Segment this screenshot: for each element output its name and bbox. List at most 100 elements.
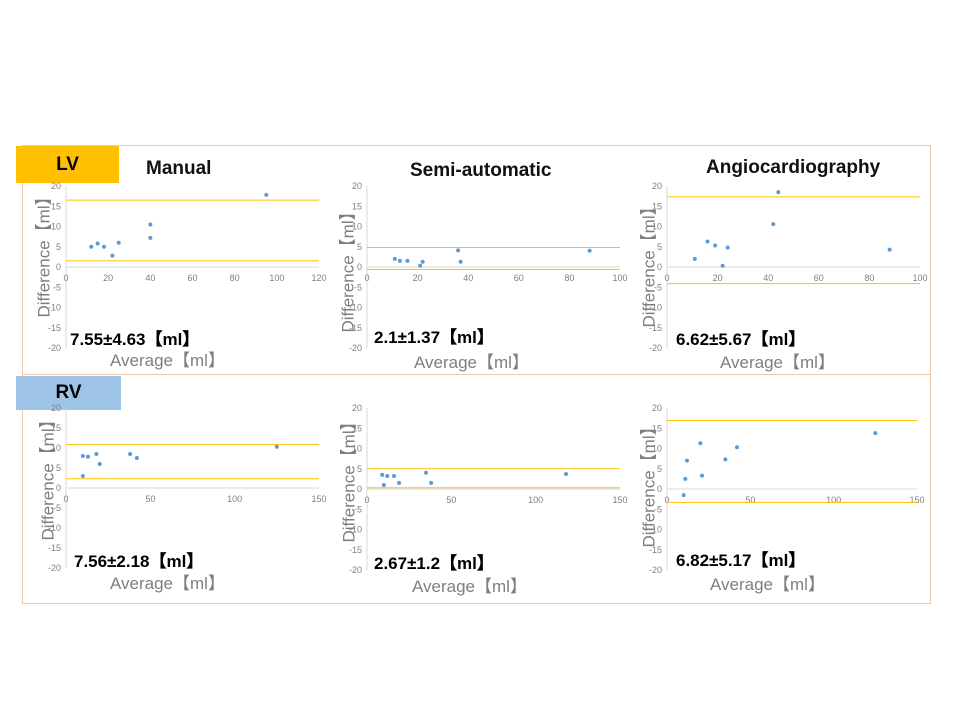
x-tick-label: 150 (612, 495, 627, 505)
x-tick-label: 20 (713, 273, 723, 283)
y-tick-label: 20 (51, 403, 61, 413)
x-tick-label: 40 (145, 273, 155, 283)
data-point (80, 474, 85, 478)
xlabel-rv-angio: Average【ml】 (710, 575, 825, 594)
y-tick-label: -5 (354, 282, 362, 292)
y-tick-label: 15 (652, 423, 662, 433)
y-tick-label: -15 (349, 323, 362, 333)
data-point (429, 480, 434, 485)
y-tick-label: -20 (649, 565, 662, 575)
data-point (700, 473, 704, 478)
y-tick-label: 10 (352, 444, 362, 454)
rv-label: RV (16, 376, 121, 410)
plot-lv-angio: -20 -15 -10 -5 0 5 10 15 20 0 20 40 60 80 100 (649, 181, 928, 353)
y-tick-label: -5 (53, 503, 61, 513)
data-point (397, 258, 402, 263)
data-point (97, 462, 102, 466)
data-point (723, 457, 728, 462)
y-tick-label: 0 (357, 262, 362, 272)
y-tick-label: -10 (48, 523, 61, 533)
data-point (381, 482, 386, 487)
y-tick-label: 15 (352, 423, 362, 433)
y-tick-label: 15 (652, 201, 662, 211)
data-point (418, 263, 423, 268)
y-tick-label: 5 (56, 242, 61, 252)
x-tick-label: 0 (364, 273, 369, 283)
data-point (385, 474, 390, 479)
data-point (720, 263, 725, 268)
stat-rv-angio: 6.82±5.17【ml】 (676, 551, 806, 570)
y-tick-label: 0 (657, 262, 662, 272)
data-point (264, 192, 269, 197)
ylabel-rv-angio: Difference【ml】 (639, 418, 659, 548)
y-tick-label: -20 (649, 343, 662, 353)
data-point (725, 245, 730, 250)
y-tick-label: -5 (654, 282, 662, 292)
y-tick-label: 20 (652, 181, 662, 191)
x-tick-label: 80 (230, 273, 240, 283)
data-point (564, 472, 569, 477)
data-point (683, 476, 688, 481)
y-tick-label: 10 (51, 443, 61, 453)
xlabel-rv-semi: Average【ml】 (412, 577, 527, 596)
y-tick-label: 20 (652, 403, 662, 413)
y-tick-label: -10 (649, 303, 662, 313)
y-tick-label: 15 (51, 201, 61, 211)
x-tick-label: 120 (311, 273, 326, 283)
x-tick-label: 100 (826, 495, 841, 505)
data-point (116, 240, 121, 245)
data-point (128, 452, 133, 456)
y-tick-label: 20 (352, 403, 362, 413)
y-tick-label: -5 (654, 504, 662, 514)
data-point (685, 458, 689, 463)
y-tick-label: -15 (48, 323, 61, 333)
data-point (681, 493, 686, 498)
data-point (148, 235, 153, 240)
y-tick-label: 0 (357, 484, 362, 494)
y-tick-label: 20 (51, 181, 61, 191)
y-tick-label: 10 (652, 444, 662, 454)
x-tick-label: 150 (909, 495, 924, 505)
x-tick-label: 60 (814, 273, 824, 283)
y-tick-label: -20 (48, 343, 61, 353)
data-point (420, 259, 425, 264)
plot-lv-manual: -20 -15 -10 -5 0 5 10 15 20 0 20 40 60 80 100 120 (48, 181, 327, 353)
y-tick-label: 0 (56, 262, 61, 272)
data-point (89, 244, 94, 249)
x-tick-label: 0 (664, 495, 669, 505)
data-point (392, 256, 397, 261)
y-tick-label: 10 (51, 222, 61, 232)
y-tick-label: 5 (657, 464, 662, 474)
y-tick-label: -15 (349, 545, 362, 555)
data-point (713, 243, 718, 248)
y-tick-label: 5 (56, 463, 61, 473)
y-tick-label: 15 (51, 423, 61, 433)
data-point (424, 470, 429, 475)
data-point (85, 454, 90, 459)
x-tick-label: 50 (145, 494, 155, 504)
xlabel-rv-manual: Average【ml】 (110, 574, 225, 593)
data-point (80, 454, 85, 458)
data-point (776, 190, 781, 195)
data-point (274, 444, 279, 449)
ylabel-lv-angio: Difference【ml】 (639, 198, 659, 328)
stat-lv-manual: 7.55±4.63【ml】 (70, 330, 200, 349)
stat-rv-manual: 7.56±2.18【ml】 (74, 552, 204, 571)
plot-rv-semi: -20 -15 -10 -5 0 5 10 15 20 0 50 100 150 (349, 403, 628, 575)
y-tick-label: -20 (48, 563, 61, 573)
y-tick-label: 20 (352, 181, 362, 191)
x-tick-label: 40 (763, 273, 773, 283)
lv-label: LV (16, 146, 119, 183)
data-point (94, 452, 99, 456)
x-tick-label: 0 (63, 273, 68, 283)
data-point (95, 241, 100, 246)
y-tick-label: -15 (649, 323, 662, 333)
data-point (873, 431, 878, 436)
y-tick-label: -10 (349, 303, 362, 313)
x-tick-label: 100 (528, 495, 543, 505)
